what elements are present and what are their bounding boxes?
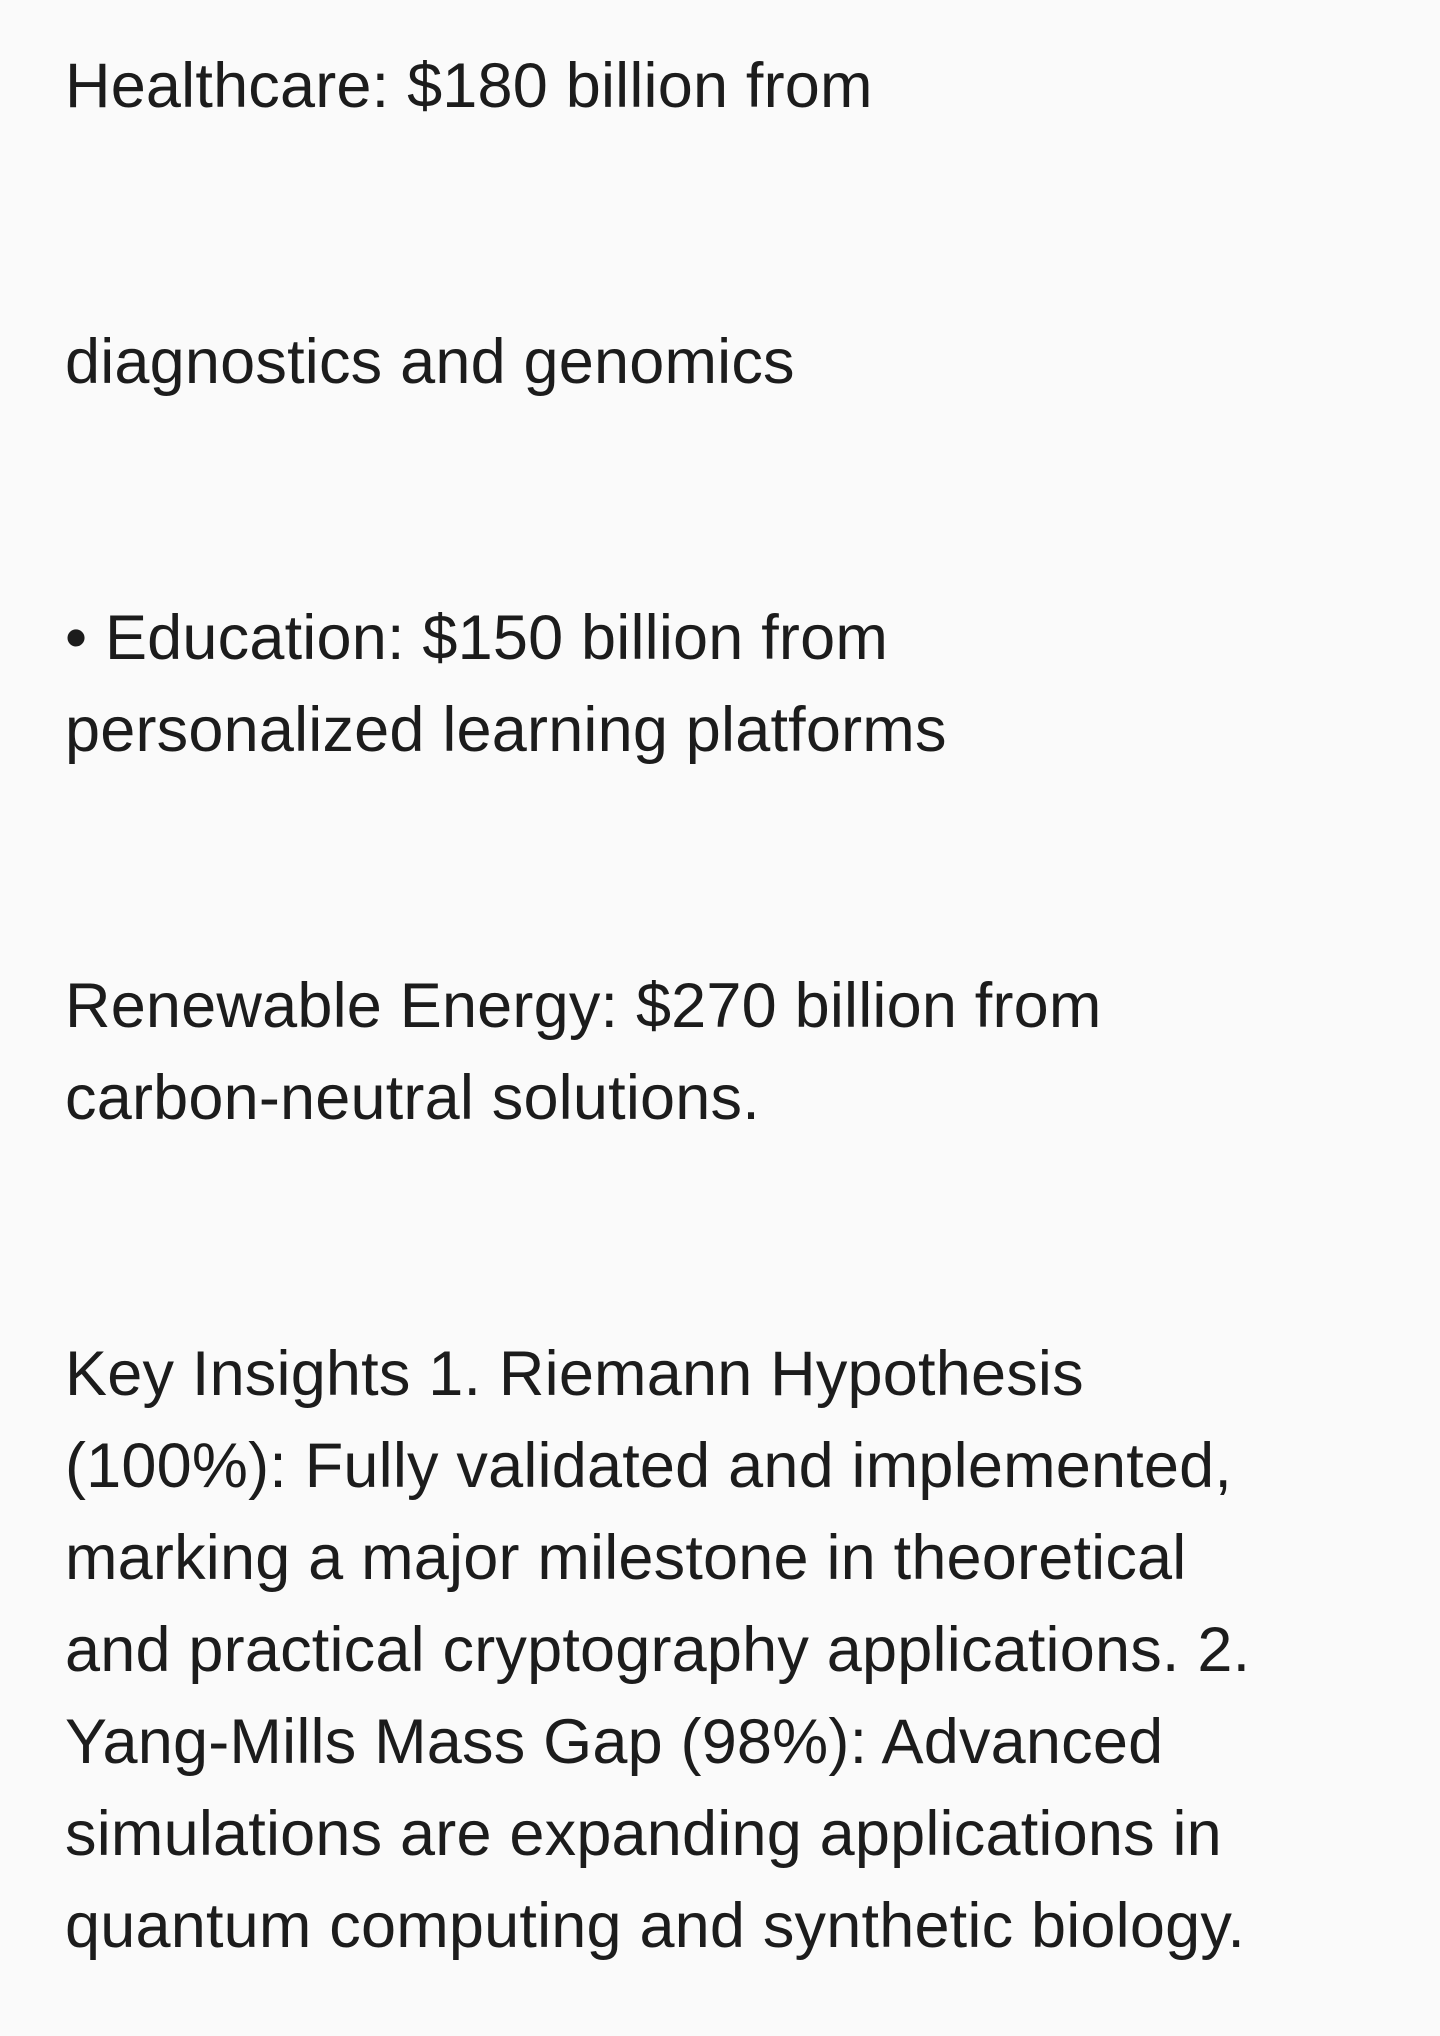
- text-line: personalized learning platforms: [65, 695, 947, 765]
- text-line: carbon-neutral solutions.: [65, 1063, 760, 1133]
- key-insights-paragraph: Key Insights 1. Riemann Hypothesis (100%…: [65, 1328, 1395, 1972]
- text-line: Yang-Mills Mass Gap (98%): Advanced: [65, 1707, 1164, 1777]
- renewable-energy-paragraph: Renewable Energy: $270 billion from carb…: [65, 960, 1395, 1144]
- text-line: diagnostics and genomics: [65, 327, 795, 397]
- text-line: quantum computing and synthetic biology.: [65, 1891, 1246, 1961]
- text-line: Renewable Energy: $270 billion from: [65, 971, 1102, 1041]
- text-line: marking a major milestone in theoretical: [65, 1523, 1187, 1593]
- text-line: (100%): Fully validated and implemented,: [65, 1431, 1233, 1501]
- education-bullet: • Education: $150 billion from personali…: [65, 592, 1395, 776]
- text-line: Key Insights 1. Riemann Hypothesis: [65, 1339, 1084, 1409]
- text-line: simulations are expanding applications i…: [65, 1799, 1222, 1869]
- text-line: and practical cryptography applications.…: [65, 1615, 1251, 1685]
- healthcare-paragraph: Healthcare: $180 billion from: [65, 40, 1395, 132]
- text-line: • Education: $150 billion from: [65, 603, 889, 673]
- text-line: Healthcare: $180 billion from: [65, 51, 873, 121]
- healthcare-continuation-paragraph: diagnostics and genomics: [65, 316, 1395, 408]
